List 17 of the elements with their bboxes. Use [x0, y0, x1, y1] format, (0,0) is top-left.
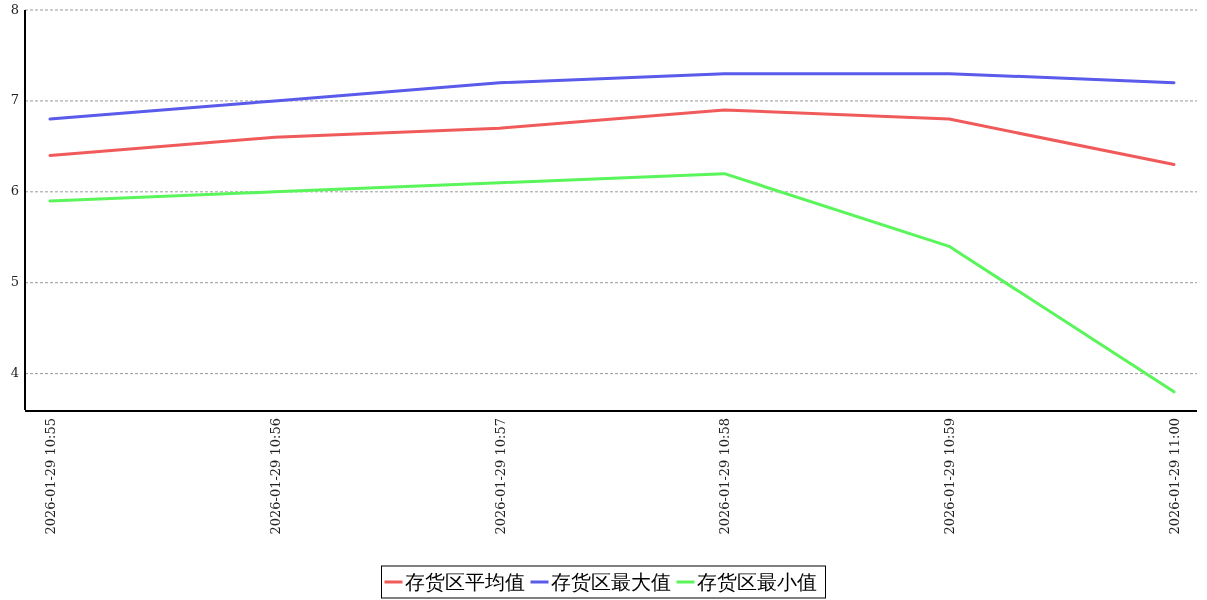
- legend-label: 存货区最大值: [550, 570, 671, 594]
- legend-label: 存货区最小值: [696, 570, 817, 594]
- y-tick-label: 5: [10, 274, 19, 290]
- line-series: [48, 108, 1176, 167]
- y-tick-label: 8: [10, 1, 19, 17]
- y-tick-label: 7: [10, 92, 19, 108]
- x-tick-label: 2026-01-29 10:58: [717, 418, 733, 535]
- line-series: [48, 72, 1176, 121]
- x-tick-label: 2026-01-29 10:55: [43, 418, 58, 535]
- x-tick-label: 2026-01-29 11:00: [1167, 418, 1182, 535]
- legend-label: 存货区平均值: [404, 570, 525, 594]
- y-tick-label: 6: [10, 183, 19, 199]
- y-tick-label: 4: [10, 365, 19, 381]
- line-series: [48, 172, 1176, 394]
- x-tick-label: 2026-01-29 10:56: [267, 418, 283, 535]
- x-tick-label: 2026-01-29 10:59: [942, 418, 958, 535]
- x-tick-label: 2026-01-29 10:57: [492, 418, 508, 535]
